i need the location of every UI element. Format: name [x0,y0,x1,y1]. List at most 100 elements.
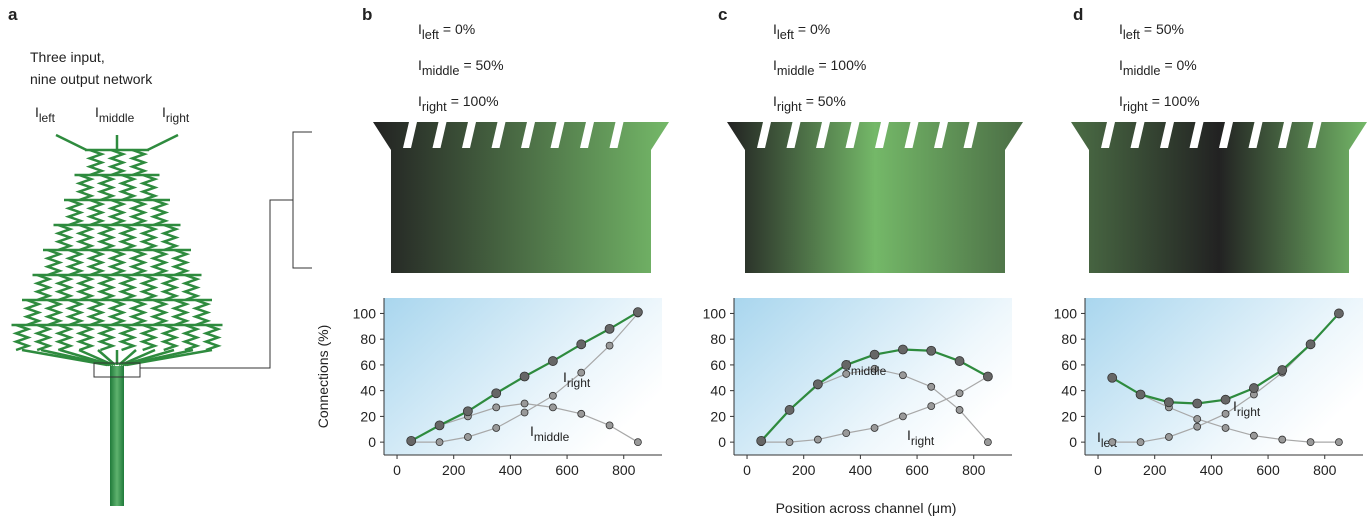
y-tick-label: 0 [718,434,726,450]
y-tick-label: 100 [1054,305,1078,321]
tree-line [146,133,179,152]
tree-zigzag [160,273,180,302]
network-input: Iright [162,104,190,125]
x-tick-label: 400 [849,462,873,478]
tree-zigzag [138,223,159,252]
subscript: left [39,111,56,125]
data-point [870,364,879,373]
channel-slit [904,122,919,148]
data-point [1107,372,1118,383]
tree-zigzag [86,298,106,327]
y-tick-label: 100 [703,305,727,321]
tree-zigzag [128,148,149,177]
x-tick-label: 800 [1313,462,1337,478]
data-point [1277,365,1288,375]
data-point [548,403,557,412]
symbol: I [35,104,39,120]
panel-label: d [1073,5,1083,24]
tree-zigzag [54,273,74,302]
data-point [463,433,472,441]
data-point [983,371,993,382]
data-point [898,371,907,380]
data-point [576,339,587,350]
data-point [462,406,473,417]
input-setting: Iright = 100% [418,93,499,114]
channel-slit [1189,122,1204,148]
tree-zigzag [96,223,117,252]
tree-zigzag [43,298,64,327]
data-point [492,424,501,432]
data-point [605,341,614,350]
tree-zigzag [138,323,159,352]
data-point [812,379,823,390]
x-tick-label: 800 [962,462,986,478]
symbol: I [1233,398,1237,414]
channel-slit [1307,122,1322,148]
x-axis-label: Position across channel (μm) [776,500,957,516]
connector [93,131,312,378]
data-point [577,409,586,418]
tree-zigzag [86,248,106,277]
value-label: = 50% [1144,21,1184,37]
data-point [1164,433,1173,441]
data-point [869,349,880,360]
input-setting: Iright = 100% [1119,93,1200,114]
tree-zigzag [96,323,117,352]
data-point [491,388,502,399]
network-input: Imiddle [95,104,135,125]
channel-slit [403,122,417,148]
tree-zigzag [64,198,85,227]
value-label: = 50% [463,57,503,73]
subscript: left [422,27,439,42]
tree-zigzag [139,173,159,202]
channel-slit [609,122,624,148]
tree-line [55,133,88,152]
data-point [633,307,643,318]
tree-zigzag [43,248,64,277]
channel-slit [432,122,447,148]
x-tick-label: 600 [555,462,579,478]
tree-branch [126,348,213,367]
tree-zigzag [75,223,96,252]
data-point [1136,438,1145,447]
subscript: right [567,376,591,390]
tree-zigzag [107,248,127,277]
tree-zigzag [54,323,75,352]
symbol: I [418,93,422,109]
symbol: I [1119,57,1123,73]
tree-zigzag [117,273,138,302]
symbol: I [418,57,422,73]
symbol: I [1119,21,1123,37]
tree-zigzag [85,148,106,177]
tree-zigzag [181,323,201,352]
y-axis-label: Connections (%) [315,325,331,429]
tree-zigzag [64,248,85,277]
tree-zigzag [191,298,212,327]
panel-label: c [718,5,727,24]
y-tick-label: 40 [710,383,726,399]
subscript: left [777,27,794,42]
channel-slit [1160,122,1174,148]
x-tick-label: 600 [1256,462,1280,478]
input-setting: Imiddle = 0% [1119,57,1197,78]
tree-zigzag [107,298,127,327]
x-tick-label: 200 [792,462,816,478]
subscript: middle [777,63,815,78]
subscript: middle [422,63,460,78]
subscript: right [1237,405,1261,419]
tree-zigzag [96,173,117,202]
tree-zigzag [159,323,180,352]
x-tick-label: 400 [499,462,523,478]
data-point [756,435,767,446]
symbol: I [773,57,777,73]
channel-slit [1101,122,1115,148]
tree-zigzag [128,298,148,327]
tree-zigzag [202,323,222,352]
subscript: right [422,99,447,114]
tree-zigzag [128,198,149,227]
symbol: I [1097,429,1101,445]
channel-slit [875,122,889,148]
y-tick-label: 80 [710,331,726,347]
data-point [954,356,965,366]
